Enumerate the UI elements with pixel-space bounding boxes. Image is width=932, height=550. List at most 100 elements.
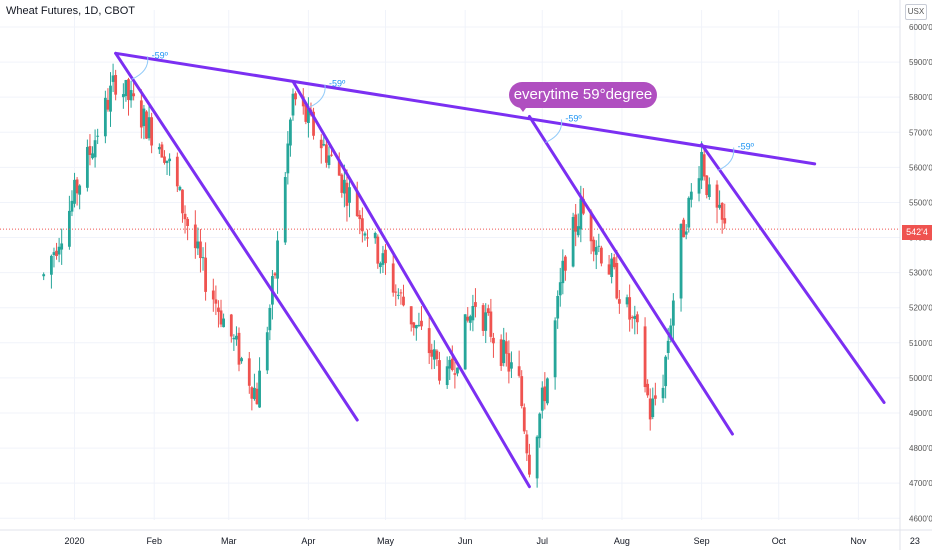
candle-body bbox=[705, 175, 709, 196]
candle bbox=[435, 349, 439, 367]
candle-body bbox=[409, 306, 413, 325]
candle-body bbox=[291, 93, 295, 116]
candle-body bbox=[499, 339, 503, 366]
candle bbox=[237, 327, 241, 372]
candle bbox=[201, 247, 205, 271]
angle-labels: -59º -59º -59º -59º bbox=[131, 50, 755, 172]
candle-body bbox=[435, 350, 439, 360]
candle bbox=[250, 386, 254, 411]
candle bbox=[599, 245, 603, 267]
candle bbox=[502, 327, 506, 367]
candle-body bbox=[345, 182, 349, 206]
candle-body bbox=[502, 339, 506, 364]
candle bbox=[235, 326, 238, 346]
candle-body bbox=[574, 214, 578, 232]
time-tick-label: Apr bbox=[301, 536, 315, 546]
time-tick-label: Feb bbox=[146, 536, 162, 546]
candle bbox=[42, 272, 46, 281]
candle bbox=[96, 128, 100, 145]
candle bbox=[720, 202, 724, 234]
candle bbox=[718, 190, 721, 210]
candle bbox=[50, 254, 53, 289]
candle bbox=[538, 412, 542, 448]
candle-body bbox=[204, 257, 207, 292]
candle bbox=[345, 169, 349, 222]
price-tick-label: 5200'0 bbox=[909, 304, 932, 313]
candle-body bbox=[129, 90, 133, 101]
candle-body bbox=[175, 156, 179, 187]
candle bbox=[564, 255, 567, 281]
candle bbox=[348, 178, 351, 218]
candle-body bbox=[612, 257, 616, 268]
candle bbox=[363, 231, 367, 241]
candle bbox=[319, 134, 323, 164]
candle-body bbox=[114, 74, 118, 95]
candle-body bbox=[504, 341, 508, 354]
candle bbox=[265, 326, 269, 375]
time-tick-label: Jul bbox=[537, 536, 549, 546]
candle-body bbox=[178, 186, 182, 191]
currency-button[interactable]: USX bbox=[905, 4, 927, 20]
candle bbox=[253, 373, 256, 401]
candle-body bbox=[610, 258, 614, 277]
candle bbox=[85, 139, 89, 192]
candle bbox=[553, 317, 557, 390]
candle bbox=[450, 345, 454, 372]
candle bbox=[93, 129, 97, 168]
candle-body bbox=[625, 297, 629, 305]
candle-body bbox=[669, 325, 673, 340]
candle bbox=[219, 299, 223, 328]
time-tick-label: Jun bbox=[458, 536, 473, 546]
candle-body bbox=[85, 146, 89, 188]
candle bbox=[528, 443, 531, 478]
candle-body bbox=[682, 219, 686, 238]
candle-body bbox=[720, 203, 724, 220]
candle-body bbox=[684, 231, 688, 235]
candle-body bbox=[229, 314, 233, 337]
candle-body bbox=[78, 185, 82, 195]
candle bbox=[294, 91, 297, 106]
candle bbox=[211, 278, 215, 312]
candle-body bbox=[723, 218, 727, 224]
candle-body bbox=[111, 75, 115, 82]
trendline bbox=[291, 79, 531, 489]
candle-body bbox=[643, 326, 647, 388]
candle-body bbox=[142, 108, 146, 127]
candle bbox=[432, 340, 436, 369]
candle-body bbox=[463, 314, 467, 370]
angle-arc bbox=[545, 119, 563, 143]
trendlines bbox=[114, 51, 886, 489]
candle bbox=[723, 203, 727, 230]
price-tick-label: 5800'0 bbox=[909, 93, 932, 102]
time-tick-label: Mar bbox=[221, 536, 237, 546]
candle bbox=[340, 173, 344, 198]
candle bbox=[139, 89, 143, 139]
price-tick-label: 5000'0 bbox=[909, 374, 932, 383]
callout-text: everytime 59°degree bbox=[509, 82, 657, 108]
candle-body bbox=[165, 160, 169, 164]
candle bbox=[612, 253, 616, 270]
candle-body bbox=[391, 263, 395, 293]
angle-label: -59º bbox=[565, 113, 582, 123]
candle-body bbox=[373, 232, 377, 239]
candle-body bbox=[558, 282, 562, 296]
candle bbox=[607, 255, 611, 275]
candle-body bbox=[91, 153, 94, 159]
candle-body bbox=[150, 117, 154, 146]
candle-body bbox=[412, 322, 416, 328]
candle-body bbox=[538, 413, 542, 439]
candle bbox=[381, 245, 385, 274]
price-tick-label: 4800'0 bbox=[909, 444, 932, 453]
candle bbox=[420, 306, 423, 330]
candle-body bbox=[581, 198, 585, 214]
candle-body bbox=[597, 245, 601, 247]
candle-body bbox=[648, 398, 652, 420]
candle bbox=[307, 97, 310, 138]
time-tick-label: Aug bbox=[614, 536, 630, 546]
candle bbox=[366, 229, 369, 247]
candle-body bbox=[232, 337, 236, 340]
trendline bbox=[527, 114, 734, 436]
candle-body bbox=[564, 256, 567, 271]
